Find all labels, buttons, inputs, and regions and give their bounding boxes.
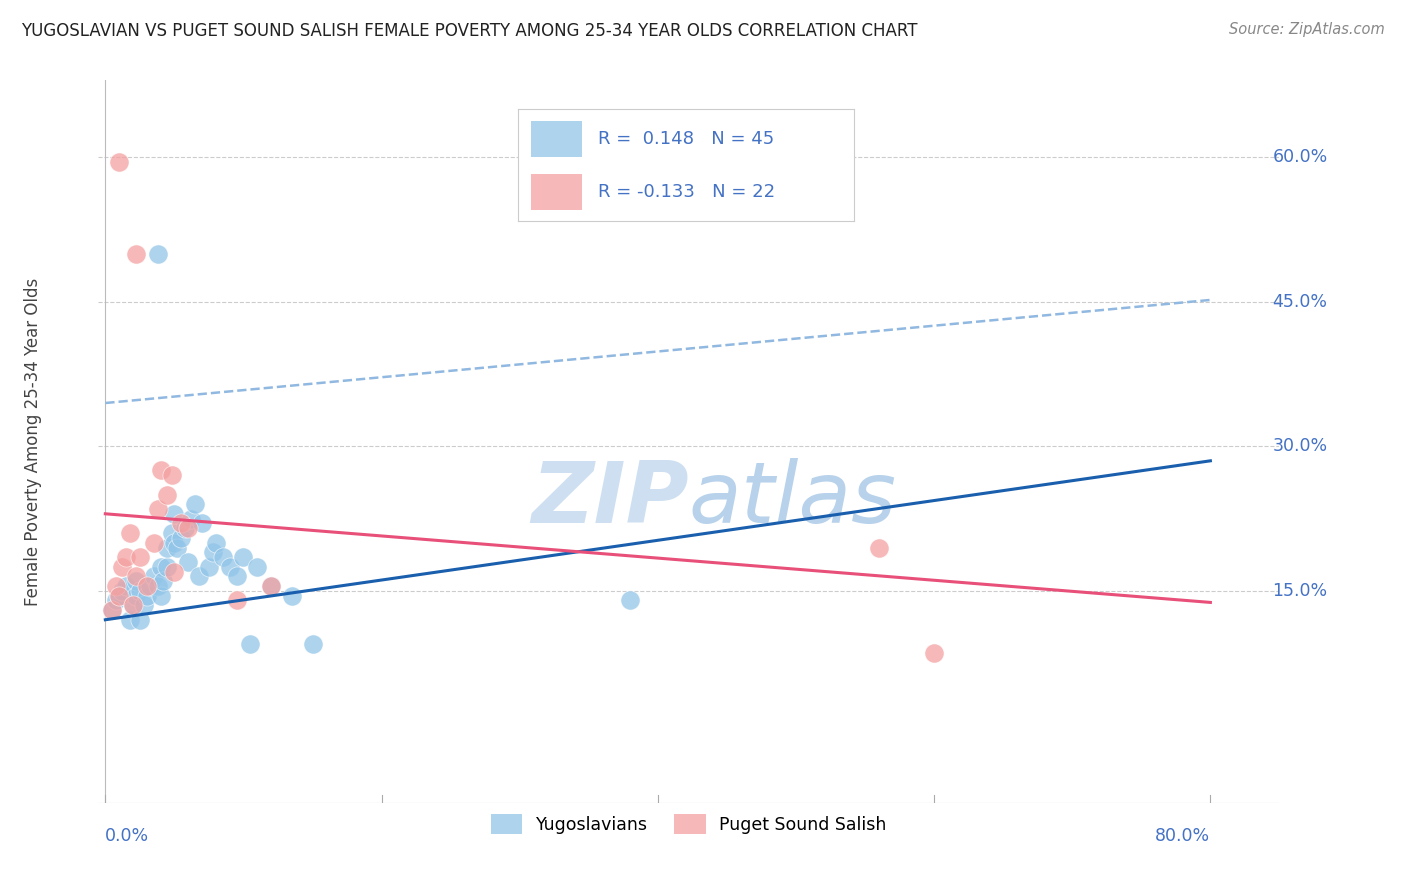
Point	[218, 559, 240, 574]
Point	[149, 589, 172, 603]
Text: atlas: atlas	[689, 458, 897, 541]
Point	[156, 541, 179, 555]
Point	[281, 589, 304, 603]
Point	[177, 555, 200, 569]
Text: 60.0%: 60.0%	[1272, 148, 1327, 166]
Point	[260, 579, 283, 593]
Point	[142, 569, 165, 583]
Point	[163, 565, 186, 579]
Point	[156, 487, 179, 501]
Point	[205, 535, 228, 549]
Point	[108, 589, 131, 603]
Point	[198, 559, 221, 574]
Point	[149, 463, 172, 477]
Point	[170, 531, 193, 545]
Point	[122, 599, 145, 613]
Point	[188, 569, 211, 583]
Point	[146, 246, 169, 260]
Text: ZIP: ZIP	[531, 458, 689, 541]
Point	[160, 468, 183, 483]
Point	[128, 550, 150, 565]
Legend: Yugoslavians, Puget Sound Salish: Yugoslavians, Puget Sound Salish	[484, 807, 894, 841]
Point	[125, 246, 148, 260]
Text: Female Poverty Among 25-34 Year Olds: Female Poverty Among 25-34 Year Olds	[24, 277, 42, 606]
Point	[177, 521, 200, 535]
Point	[128, 583, 150, 598]
Point	[922, 647, 945, 661]
Point	[160, 526, 183, 541]
Point	[211, 550, 233, 565]
Point	[225, 593, 247, 607]
Text: 0.0%: 0.0%	[105, 827, 149, 845]
Point	[156, 559, 179, 574]
Point	[135, 589, 157, 603]
Point	[868, 541, 890, 555]
Point	[115, 579, 138, 593]
Point	[132, 599, 155, 613]
Point	[108, 155, 131, 169]
Point	[142, 535, 165, 549]
Text: Source: ZipAtlas.com: Source: ZipAtlas.com	[1229, 22, 1385, 37]
Point	[174, 521, 197, 535]
Point	[163, 535, 186, 549]
Text: 45.0%: 45.0%	[1272, 293, 1327, 310]
Point	[128, 613, 150, 627]
Point	[191, 516, 214, 531]
Point	[239, 637, 262, 651]
Point	[105, 593, 128, 607]
Point	[225, 569, 247, 583]
Point	[120, 526, 142, 541]
Point	[246, 559, 269, 574]
Point	[146, 579, 169, 593]
Point	[619, 593, 641, 607]
Point	[101, 603, 124, 617]
Point	[108, 589, 131, 603]
Point	[166, 541, 188, 555]
Point	[138, 579, 160, 593]
Point	[260, 579, 283, 593]
Point	[170, 516, 193, 531]
Point	[152, 574, 174, 589]
Point	[146, 502, 169, 516]
Point	[111, 583, 134, 598]
Point	[122, 599, 145, 613]
Point	[120, 613, 142, 627]
Point	[105, 579, 128, 593]
Text: 30.0%: 30.0%	[1272, 437, 1327, 455]
Point	[111, 559, 134, 574]
Point	[301, 637, 323, 651]
Point	[101, 603, 124, 617]
Point	[202, 545, 225, 559]
Point	[125, 589, 148, 603]
Text: 80.0%: 80.0%	[1156, 827, 1211, 845]
Point	[125, 574, 148, 589]
Point	[184, 497, 207, 511]
Point	[135, 579, 157, 593]
Text: 15.0%: 15.0%	[1272, 582, 1327, 599]
Point	[149, 559, 172, 574]
Point	[115, 550, 138, 565]
Point	[163, 507, 186, 521]
Text: YUGOSLAVIAN VS PUGET SOUND SALISH FEMALE POVERTY AMONG 25-34 YEAR OLDS CORRELATI: YUGOSLAVIAN VS PUGET SOUND SALISH FEMALE…	[21, 22, 918, 40]
Point	[125, 569, 148, 583]
Point	[232, 550, 254, 565]
Point	[180, 511, 202, 525]
